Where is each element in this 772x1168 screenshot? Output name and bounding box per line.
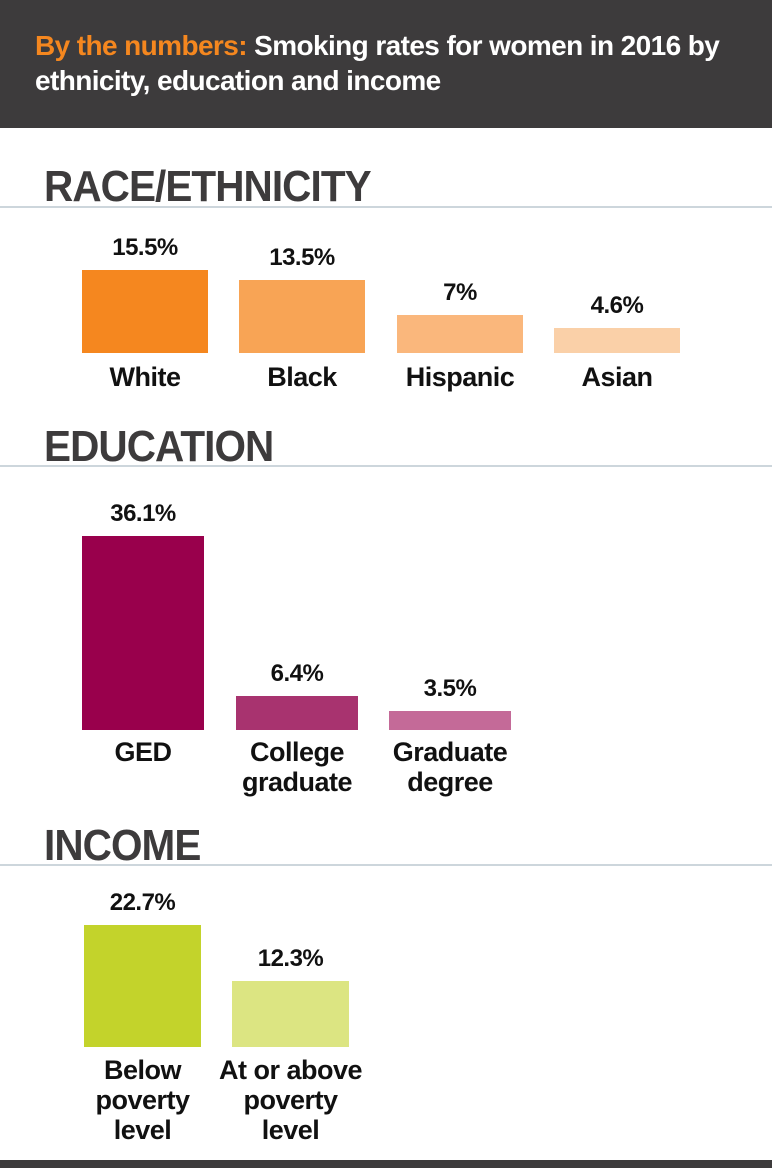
data-label: 22.7% xyxy=(109,888,176,916)
bar xyxy=(236,695,358,730)
bar xyxy=(389,711,511,730)
bar xyxy=(82,535,204,730)
data-label: 36.1% xyxy=(110,499,176,527)
page-title: By the numbers: Smoking rates for women … xyxy=(35,28,755,98)
bar xyxy=(82,269,208,353)
bar xyxy=(232,980,349,1047)
bar xyxy=(84,924,201,1047)
bar xyxy=(239,280,365,353)
data-label: 4.6% xyxy=(590,292,644,320)
section-title: EDUCATION xyxy=(44,422,274,471)
data-label: 3.5% xyxy=(423,675,477,703)
category-label: Hispanic xyxy=(405,362,515,392)
category-label: GED xyxy=(114,737,172,767)
data-label: 15.5% xyxy=(112,233,178,261)
header: By the numbers: Smoking rates for women … xyxy=(0,0,772,128)
data-label: 7% xyxy=(443,279,477,307)
category-label: Asian xyxy=(581,362,653,392)
title-highlight: By the numbers: xyxy=(35,30,248,61)
category-label: At or above poverty level xyxy=(218,1055,363,1145)
section-divider xyxy=(0,465,772,467)
bar xyxy=(397,315,523,353)
data-label: 12.3% xyxy=(257,944,324,972)
category-label: Graduate degree xyxy=(392,737,508,797)
section-divider xyxy=(0,206,772,208)
section-title: RACE/ETHNICITY xyxy=(44,162,372,211)
title-text: Smoking rates for women in 2016 by ethni… xyxy=(35,30,720,96)
section-title: INCOME xyxy=(44,821,201,870)
section-divider xyxy=(0,864,772,866)
footer-bar xyxy=(0,1160,772,1168)
data-label: 13.5% xyxy=(269,244,335,272)
bar xyxy=(554,328,680,353)
category-label: Below poverty level xyxy=(95,1055,190,1145)
category-label: White xyxy=(109,362,182,392)
data-label: 6.4% xyxy=(270,659,324,687)
category-label: Black xyxy=(267,362,337,392)
category-label: College graduate xyxy=(241,737,353,797)
